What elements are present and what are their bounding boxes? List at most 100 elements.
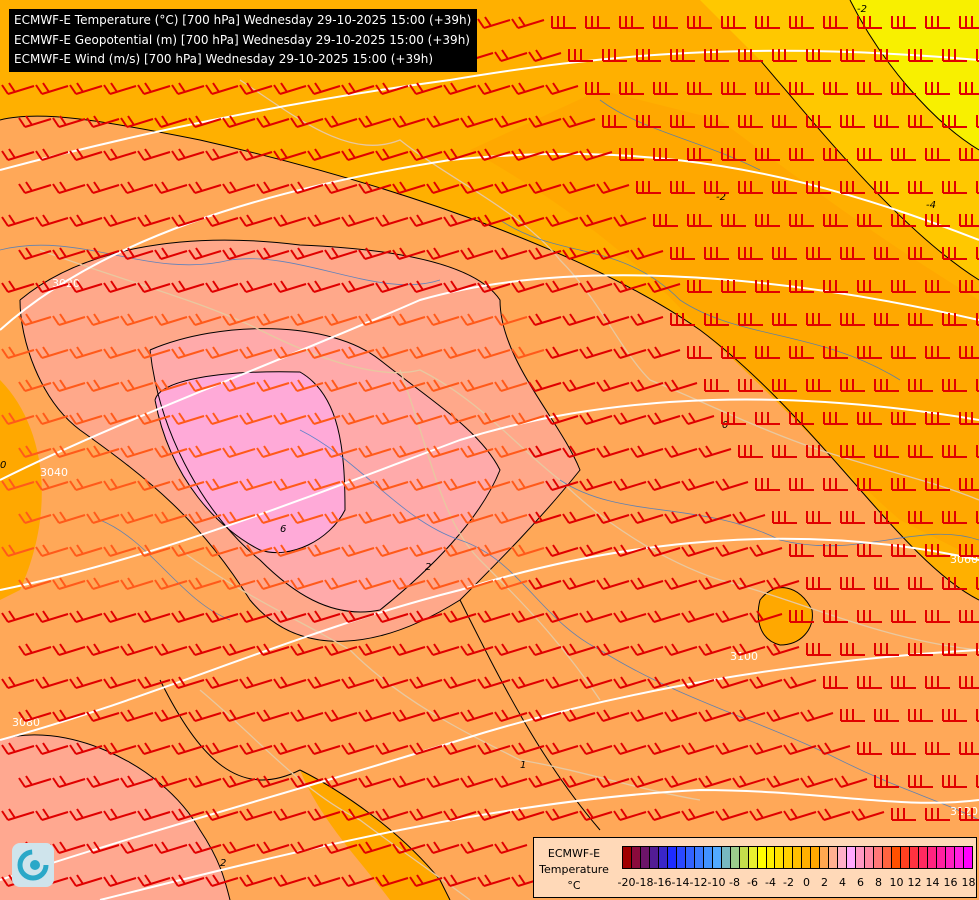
- wind-barb: [908, 115, 933, 128]
- wind-barb: [925, 676, 950, 689]
- temp-label: 6: [280, 524, 286, 535]
- wind-barb: [840, 379, 865, 392]
- color-bar-cell: [945, 847, 955, 868]
- color-bar-cell: [927, 847, 937, 868]
- wind-barb: [806, 379, 831, 392]
- wind-barb: [52, 181, 86, 194]
- wind-barb: [789, 610, 814, 623]
- temp-label: 0: [0, 460, 6, 471]
- wind-barb: [630, 709, 664, 722]
- wind-barb: [86, 247, 120, 260]
- wind-barb: [1, 412, 35, 425]
- wind-barb: [239, 874, 273, 887]
- wind-barb: [528, 445, 562, 458]
- wind-barb: [494, 511, 528, 524]
- wind-barb: [579, 214, 613, 227]
- color-bar-cell: [694, 847, 704, 868]
- wind-barb: [154, 181, 188, 194]
- title-temperature: ECMWF-E Temperature (°C) [700 hPa] Wedne…: [14, 13, 472, 27]
- wind-barb: [891, 742, 916, 755]
- wind-barb: [874, 49, 899, 62]
- wind-barb: [443, 82, 477, 95]
- wind-barb: [69, 280, 103, 293]
- wind-barb: [188, 511, 222, 524]
- wind-barb: [613, 412, 647, 425]
- color-bar-tick-label: -14: [671, 876, 690, 889]
- wind-barb: [375, 412, 409, 425]
- temp-label: -2: [716, 192, 726, 203]
- wind-barb: [562, 775, 596, 788]
- wind-barb: [375, 676, 409, 689]
- wind-barb: [324, 379, 358, 392]
- color-bar-cell: [712, 847, 722, 868]
- wind-barb: [613, 280, 647, 293]
- wind-barb: [840, 511, 865, 524]
- wind-barb: [358, 247, 392, 260]
- wind-barb: [579, 280, 613, 293]
- wind-barb: [103, 544, 137, 557]
- wind-barb: [772, 115, 797, 128]
- wind-barb: [18, 445, 52, 458]
- wind-barb: [562, 181, 596, 194]
- wind-barb: [823, 214, 848, 227]
- wind-barb: [528, 511, 562, 524]
- wind-barb: [426, 247, 460, 260]
- color-bar-tick-label: 16: [943, 876, 958, 889]
- wind-barb: [755, 214, 780, 227]
- wind-barb: [426, 775, 460, 788]
- wind-barb: [562, 577, 596, 590]
- wind-barb: [205, 676, 239, 689]
- wind-barb: [494, 577, 528, 590]
- wind-barb: [273, 346, 307, 359]
- wind-barb: [222, 643, 256, 656]
- wind-barb: [653, 16, 678, 29]
- wind-barb: [636, 115, 661, 128]
- wind-barb: [528, 181, 562, 194]
- wind-barb: [596, 247, 630, 260]
- wind-barb: [772, 247, 797, 260]
- wind-barb: [1, 148, 35, 161]
- wind-barb: [721, 346, 746, 359]
- wind-barb: [477, 280, 511, 293]
- wind-barb: [392, 775, 426, 788]
- wind-barb: [426, 181, 460, 194]
- wind-barb: [857, 478, 882, 491]
- wind-barb: [670, 115, 695, 128]
- color-bar-cell: [667, 847, 677, 868]
- wind-barb: [171, 346, 205, 359]
- wind-barb: [222, 379, 256, 392]
- color-bar-cell: [847, 847, 857, 868]
- wind-barb: [375, 478, 409, 491]
- wind-barb: [925, 610, 950, 623]
- color-bar-cell: [954, 847, 964, 868]
- wind-barb: [545, 280, 579, 293]
- wind-barb: [290, 511, 324, 524]
- wind-barb: [443, 874, 477, 887]
- wind-barb: [698, 577, 732, 590]
- geopotential-contours: [0, 49, 979, 900]
- wind-barb: [154, 577, 188, 590]
- wind-barb: [341, 808, 375, 821]
- wind-barb: [579, 544, 613, 557]
- wind-barb: [562, 379, 596, 392]
- color-bar-tick-label: 2: [821, 876, 828, 889]
- color-bar-cell: [775, 847, 785, 868]
- wind-barb: [1, 280, 35, 293]
- wind-barb: [256, 841, 290, 854]
- wind-barb: [738, 181, 763, 194]
- wind-barb: [698, 775, 732, 788]
- wind-barb: [375, 544, 409, 557]
- wind-barb: [443, 478, 477, 491]
- wind-barb: [239, 346, 273, 359]
- wind-barb: [341, 544, 375, 557]
- wind-barb: [687, 214, 712, 227]
- logo-icon: [12, 843, 54, 887]
- wind-barb: [426, 643, 460, 656]
- wind-barb: [358, 379, 392, 392]
- wind-barb: [925, 82, 950, 95]
- wind-barb: [273, 742, 307, 755]
- wind-barb: [1, 742, 35, 755]
- wind-barb: [596, 775, 630, 788]
- wind-barb: [273, 544, 307, 557]
